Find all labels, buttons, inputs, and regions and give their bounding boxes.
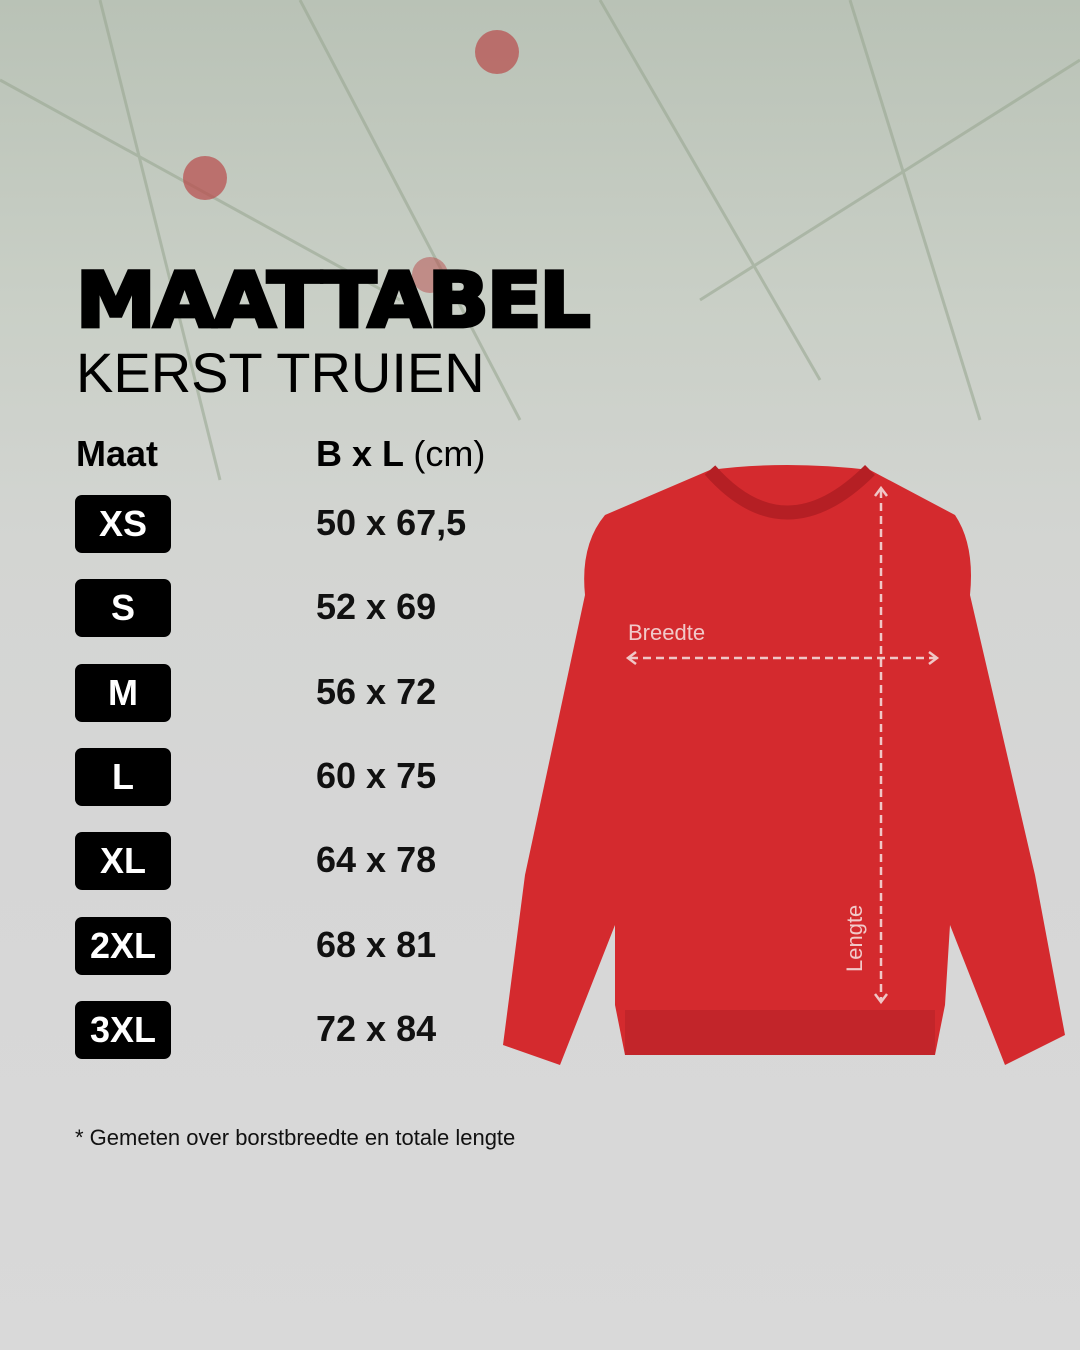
size-row: XL 64 x 78	[75, 832, 575, 891]
pine-branches-background	[0, 0, 1080, 481]
size-dimensions: 60 x 75	[316, 754, 437, 796]
size-row: M 56 x 72	[75, 663, 575, 722]
size-dimensions: 72 x 84	[316, 1007, 437, 1049]
size-dimensions: 68 x 81	[316, 923, 437, 965]
size-badge: 3XL	[75, 1000, 171, 1059]
size-badge: L	[75, 747, 171, 806]
size-badge: XL	[75, 832, 171, 891]
size-row: 3XL 72 x 84	[75, 1000, 575, 1059]
page-title: MAATTABEL	[74, 254, 593, 346]
page-subtitle: KERST TRUIEN	[76, 341, 485, 404]
sweater-body	[503, 465, 1065, 1065]
size-badge: 2XL	[75, 916, 171, 975]
size-dimensions: 50 x 67,5	[316, 502, 467, 543]
size-row: L 60 x 75	[75, 747, 575, 806]
size-dimensions: 64 x 78	[316, 839, 437, 881]
measurement-arrows	[625, 485, 940, 1005]
width-label: Breedte	[628, 620, 706, 645]
size-row: S 52 x 69	[75, 579, 575, 638]
size-badge: XS	[75, 495, 171, 553]
length-label: Lengte	[842, 904, 867, 972]
size-column-header: Maat	[76, 433, 159, 474]
dims-column-header: B x L (cm)	[316, 433, 485, 475]
sweater-illustration	[503, 465, 1065, 1065]
size-row: 2XL 68 x 81	[75, 916, 575, 975]
size-dimensions: 52 x 69	[316, 586, 437, 628]
footnote: * Gemeten over borstbreedte en totale le…	[75, 1125, 516, 1150]
size-dimensions: 56 x 72	[316, 670, 437, 712]
size-badge: M	[75, 663, 171, 722]
size-row: XS 50 x 67,5	[75, 495, 575, 553]
dims-header-label: B x L	[316, 433, 404, 474]
dims-header-unit: (cm)	[413, 433, 486, 474]
size-badge: S	[75, 579, 171, 638]
